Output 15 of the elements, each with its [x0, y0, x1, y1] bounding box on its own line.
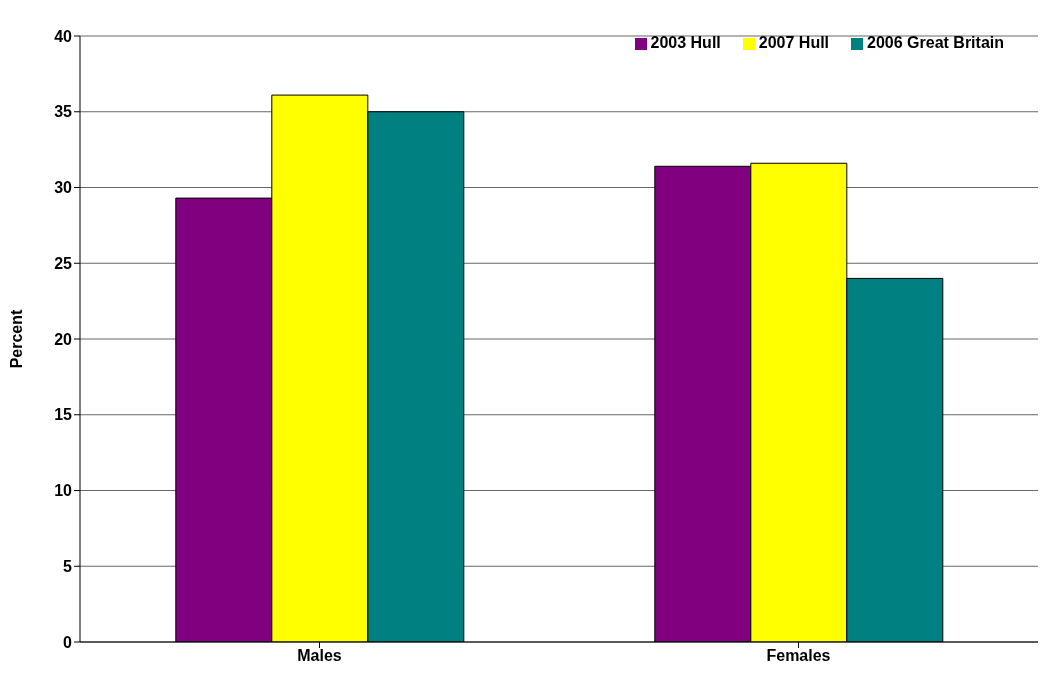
y-tick-label: 15 — [54, 406, 73, 424]
y-tick-label: 10 — [54, 482, 73, 500]
x-tick-label: Males — [297, 647, 342, 665]
y-tick-label: 5 — [63, 557, 73, 575]
x-tick-label: Females — [766, 647, 831, 665]
y-tick-label: 20 — [54, 330, 73, 348]
legend-label: 2007 Hull — [758, 34, 830, 51]
y-tick-label: 25 — [54, 254, 73, 272]
legend-label: 2006 Great Britain — [867, 34, 1004, 51]
y-tick-label: 30 — [54, 179, 73, 197]
y-tick-label: 0 — [63, 633, 73, 651]
y-tick-label: 35 — [54, 103, 73, 121]
y-tick-label: 40 — [54, 27, 73, 45]
y-axis-title: Percent — [7, 308, 25, 369]
legend-label: 2003 Hull — [650, 34, 721, 51]
